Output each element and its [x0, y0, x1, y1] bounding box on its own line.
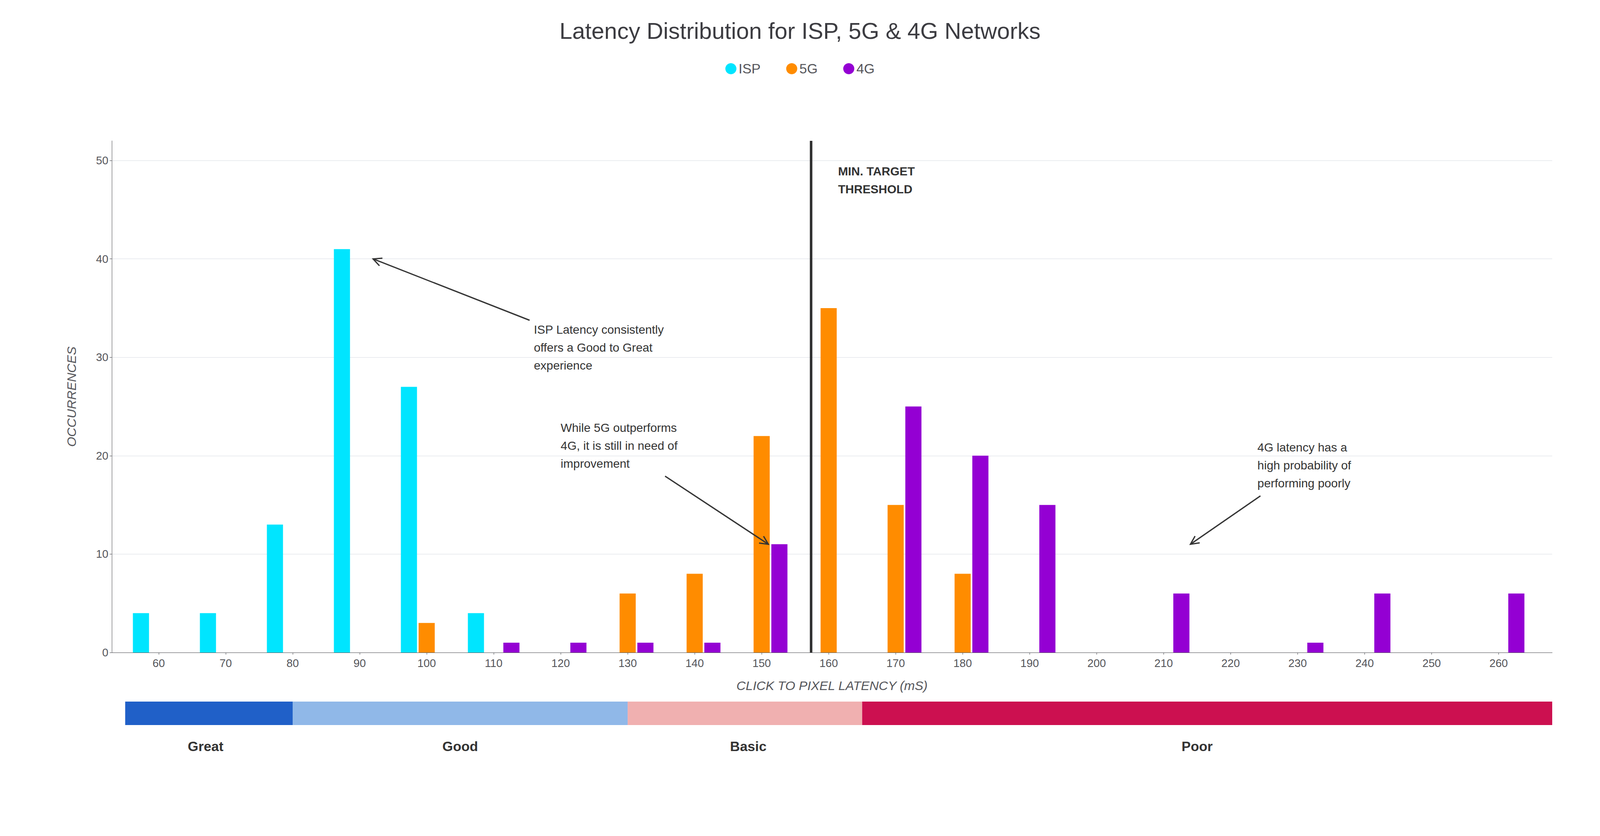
svg-text:Latency Distribution for ISP,: Latency Distribution for ISP, 5G & 4G Ne… [559, 17, 1041, 44]
svg-text:4G, it is still in need of: 4G, it is still in need of [560, 439, 678, 453]
svg-text:Basic: Basic [730, 738, 767, 754]
svg-text:ISP: ISP [738, 61, 761, 77]
svg-text:140: 140 [685, 656, 704, 670]
svg-text:performing poorly: performing poorly [1257, 476, 1351, 490]
svg-text:THRESHOLD: THRESHOLD [837, 182, 913, 196]
svg-text:MIN. TARGET: MIN. TARGET [837, 164, 915, 178]
svg-text:220: 220 [1221, 656, 1240, 670]
svg-text:50: 50 [96, 154, 109, 167]
svg-text:offers a Good to Great: offers a Good to Great [533, 340, 653, 355]
svg-text:10: 10 [96, 547, 109, 561]
svg-text:180: 180 [953, 656, 972, 670]
svg-text:Good: Good [442, 738, 479, 754]
svg-text:OCCURRENCES: OCCURRENCES [64, 346, 79, 447]
svg-text:150: 150 [752, 656, 771, 670]
svg-text:20: 20 [96, 449, 109, 463]
svg-text:110: 110 [484, 656, 503, 670]
svg-text:60: 60 [152, 656, 165, 670]
svg-text:improvement: improvement [560, 456, 630, 471]
svg-text:250: 250 [1422, 656, 1441, 670]
svg-text:190: 190 [1020, 656, 1039, 670]
svg-text:120: 120 [551, 656, 570, 670]
svg-text:Great: Great [187, 738, 224, 754]
svg-text:210: 210 [1154, 656, 1173, 670]
svg-text:170: 170 [886, 656, 905, 670]
svg-text:100: 100 [417, 656, 436, 670]
svg-text:40: 40 [96, 252, 109, 266]
svg-text:230: 230 [1288, 656, 1307, 670]
svg-text:240: 240 [1355, 656, 1374, 670]
svg-text:160: 160 [819, 656, 838, 670]
svg-text:5G: 5G [799, 61, 818, 77]
svg-text:70: 70 [219, 656, 232, 670]
svg-text:130: 130 [618, 656, 637, 670]
svg-text:90: 90 [353, 656, 367, 670]
svg-text:260: 260 [1489, 656, 1508, 670]
svg-text:30: 30 [96, 350, 109, 364]
svg-text:200: 200 [1087, 656, 1106, 670]
svg-text:4G latency has a: 4G latency has a [1257, 440, 1348, 454]
svg-text:high probability of: high probability of [1257, 458, 1352, 472]
svg-text:ISP Latency consistently: ISP Latency consistently [533, 322, 664, 337]
svg-text:experience: experience [533, 358, 593, 373]
svg-text:4G: 4G [856, 61, 875, 77]
svg-text:Poor: Poor [1181, 738, 1213, 754]
svg-text:0: 0 [102, 645, 109, 659]
svg-text:While 5G outperforms: While 5G outperforms [560, 421, 677, 435]
svg-text:CLICK TO PIXEL LATENCY (mS): CLICK TO PIXEL LATENCY (mS) [736, 678, 928, 693]
svg-text:80: 80 [286, 656, 300, 670]
